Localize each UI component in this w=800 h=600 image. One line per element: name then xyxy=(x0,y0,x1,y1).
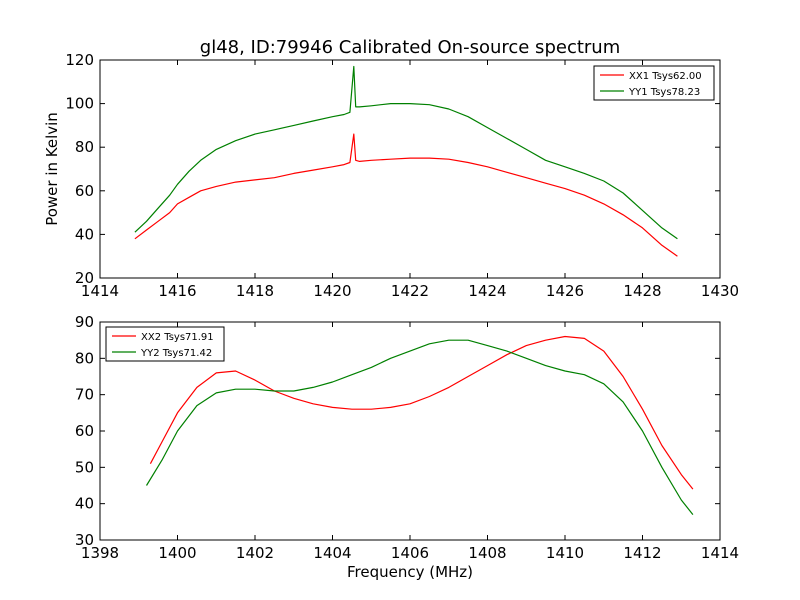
bottom-panel: 1398 1400 1402 1404 1406 1408 1410 1412 1414 30 40… xyxy=(75,313,739,562)
legend-box xyxy=(105,326,225,362)
x-tick-label: 1404 xyxy=(313,544,351,562)
legend-entry: YY2 Tsys71.42 xyxy=(140,348,212,359)
x-tick-label: 1428 xyxy=(623,282,661,300)
y-tick-label: 90 xyxy=(75,313,94,331)
y-tick-label: 60 xyxy=(75,182,94,200)
x-tick-label: 1406 xyxy=(391,544,429,562)
legend: XX1 Tsys62.00 YY1 Tsys78.23 xyxy=(593,65,715,101)
y-tick-label: 60 xyxy=(75,422,94,440)
series-line-0-1 xyxy=(134,65,678,240)
x-tick-label: 1414 xyxy=(701,544,739,562)
y-tick-label: 80 xyxy=(75,349,94,367)
y-axis-label: Power in Kelvin xyxy=(43,112,61,226)
x-tick-label: 1414 xyxy=(81,282,119,300)
top-panel: 1414 1416 1418 1420 1422 1424 1426 1428 1430 20 40… xyxy=(65,51,739,300)
x-tick-label: 1420 xyxy=(313,282,351,300)
series-line-1-1 xyxy=(145,339,694,515)
y-tick-label: 40 xyxy=(75,225,94,243)
y-tick-label: 30 xyxy=(75,531,94,549)
y-tick-label: 40 xyxy=(75,495,94,513)
legend-entry: YY1 Tsys78.23 xyxy=(628,87,700,98)
chart-title: gl48, ID:79946 Calibrated On-source spec… xyxy=(200,37,620,58)
x-tick-label: 1400 xyxy=(158,544,196,562)
x-axis-label: Frequency (MHz) xyxy=(347,563,473,581)
x-tick-label: 1424 xyxy=(468,282,506,300)
series-line-0-0 xyxy=(134,133,678,257)
x-tick-label: 1408 xyxy=(468,544,506,562)
legend-entry: XX2 Tsys71.91 xyxy=(141,332,214,343)
y-tick-label: 100 xyxy=(65,95,94,113)
y-tick-label: 120 xyxy=(65,51,94,69)
x-tick-label: 1422 xyxy=(391,282,429,300)
y-tick-label: 70 xyxy=(75,386,94,404)
x-tick-label: 1412 xyxy=(623,544,661,562)
x-tick-label: 1410 xyxy=(546,544,584,562)
x-tick-label: 1402 xyxy=(236,544,274,562)
x-tick-label: 1398 xyxy=(81,544,119,562)
x-tick-label: 1426 xyxy=(546,282,584,300)
legend-entry: XX1 Tsys62.00 xyxy=(629,71,702,82)
legend: XX2 Tsys71.91 YY2 Tsys71.42 xyxy=(105,326,225,362)
x-tick-label: 1430 xyxy=(701,282,739,300)
legend-box xyxy=(593,65,715,101)
y-tick-label: 20 xyxy=(75,269,94,287)
series-line-1-0 xyxy=(149,335,694,490)
y-tick-label: 50 xyxy=(75,458,94,476)
x-tick-label: 1418 xyxy=(236,282,274,300)
y-tick-label: 80 xyxy=(75,138,94,156)
x-tick-label: 1416 xyxy=(158,282,196,300)
